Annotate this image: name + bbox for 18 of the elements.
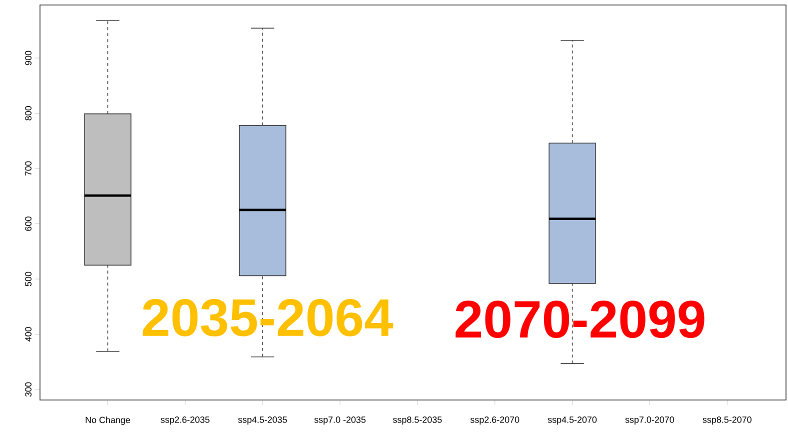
x-tick-label: ssp8.5-2035 [393,416,442,425]
y-tick-label: 700 [25,161,32,176]
x-tick-label: No Change [86,416,130,425]
y-tick-label: 600 [25,216,32,231]
y-tick-label: 300 [25,382,32,397]
x-tick-label: ssp7.0 -2035 [314,416,366,425]
y-tick-label: 500 [25,272,32,286]
annotation: 2035-2064 [142,298,394,336]
annotation: 2070-2099 [456,300,704,338]
x-tick-label: ssp4.5-2070 [548,416,597,425]
x-tick-label: ssp7.0-2070 [625,416,674,425]
x-tick-label: ssp4.5-2035 [238,416,287,425]
x-tick-label: ssp8.5-2070 [702,416,752,425]
y-tick-label: 800 [25,106,32,120]
y-tick-label: 400 [25,327,32,342]
x-tick-label: ssp2.6-2070 [470,416,520,425]
y-tick-label: 900 [25,50,32,66]
x-tick-label: ssp2.6-2035 [160,416,210,425]
